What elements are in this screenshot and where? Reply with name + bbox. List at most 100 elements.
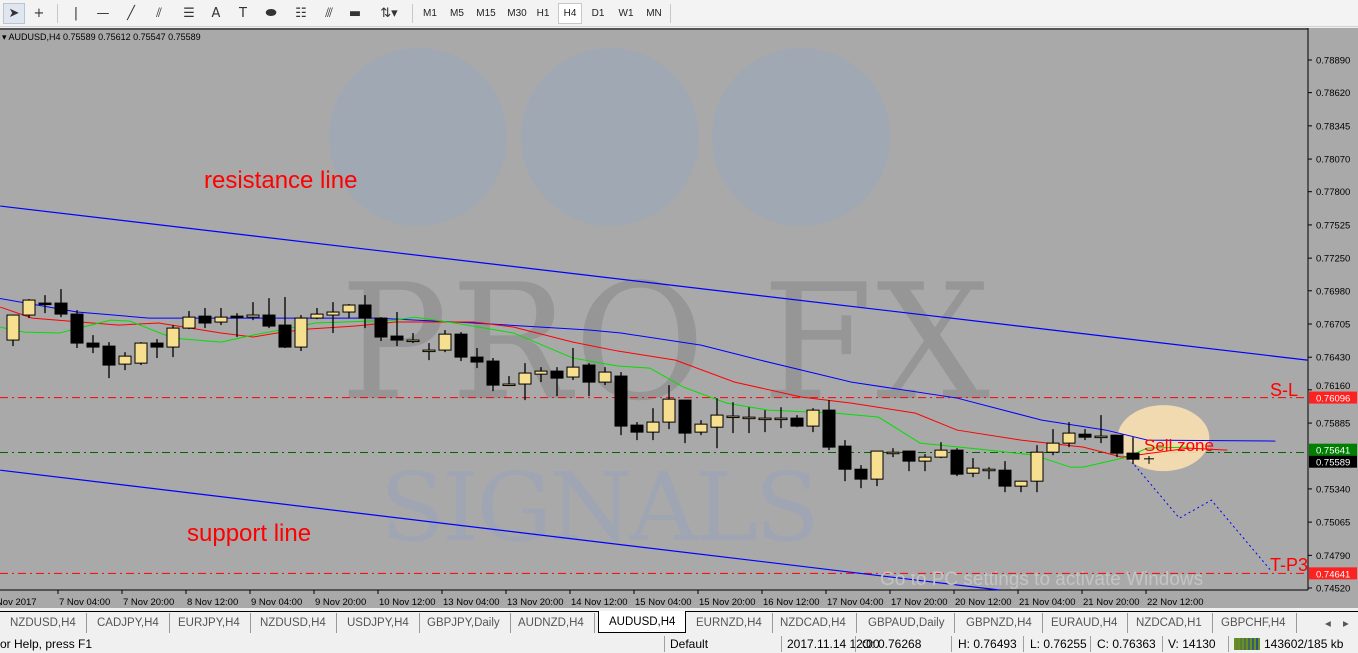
chart-tab-gbpaud-daily[interactable]: GBPAUD,Daily (858, 613, 956, 633)
chart-tab-euraud-h4[interactable]: EURAUD,H4 (1041, 613, 1129, 633)
fibonacci-retracement-icon: ☰ (183, 6, 195, 21)
candle-body (246, 314, 260, 318)
symbol-dropdown-icon[interactable]: ▾ (2, 32, 9, 42)
candle (1094, 415, 1108, 444)
chart-tab-gbpnzd-h4[interactable]: GBPNZD,H4 (956, 613, 1043, 633)
price-label-text: 0.75589 (1316, 458, 1350, 469)
chart-window[interactable]: PRO FX SIGNALS resistance line support line… (0, 28, 1358, 608)
candle (1078, 429, 1092, 441)
price-tick-label: 0.78345 (1316, 121, 1350, 132)
chart-tab-usdjpy-h4[interactable]: USDJPY,H4 (337, 613, 420, 633)
equidistant-channel-icon: ⫽ (156, 6, 162, 21)
parallel-lines-tool[interactable]: ⫻ (318, 3, 340, 24)
candle (198, 308, 212, 329)
ellipse-tool[interactable]: ⬬ (260, 3, 282, 24)
time-tick-label: 17 Nov 04:00 (827, 597, 884, 608)
candle-body (614, 375, 628, 427)
candle-body (118, 355, 132, 365)
time-tick-label: 16 Nov 12:00 (763, 597, 820, 608)
price-label: 0.75589 (1309, 455, 1357, 469)
rectangle-tool[interactable]: ▬ (344, 3, 366, 24)
candle (342, 304, 356, 319)
time-tick-label: 10 Nov 12:00 (379, 597, 436, 608)
trendline-tool[interactable]: ╱ (120, 3, 142, 24)
candle (630, 422, 644, 441)
arrows-dropdown-tool[interactable]: ⇅▾ (374, 3, 404, 24)
candle-body (86, 342, 100, 348)
status-help: or Help, press F1 (0, 637, 93, 651)
time-tick-label: 6 Nov 2017 (0, 597, 37, 608)
timeframe-d1-button[interactable]: D1 (591, 8, 605, 19)
scroll-left-icon[interactable]: ◂ (1325, 618, 1331, 630)
chart-tab-audnzd-h4[interactable]: AUDNZD,H4 (508, 613, 595, 633)
chart-tab-nzdusd-h4[interactable]: NZDUSD,H4 (250, 613, 337, 633)
timeframe-mn-button[interactable]: MN (646, 8, 662, 19)
price-tick-label: 0.74790 (1316, 551, 1350, 562)
candle-body (598, 371, 612, 383)
timeframe-h4-button[interactable]: H4 (558, 3, 582, 24)
timeframe-h1-button[interactable]: H1 (536, 8, 550, 19)
scroll-right-icon[interactable]: ▸ (1343, 618, 1349, 630)
candle-body (150, 342, 164, 348)
equidistant-channel-tool[interactable]: ⫽ (148, 3, 170, 24)
timeframe-m30-button[interactable]: M30 (507, 8, 527, 19)
chart-tab-gbpchf-h4[interactable]: GBPCHF,H4 (1211, 613, 1297, 633)
candle-body (630, 424, 644, 433)
chart-tab-nzdcad-h4[interactable]: NZDCAD,H4 (770, 613, 857, 633)
candle (102, 342, 116, 379)
horizontal-line-tool[interactable]: — (92, 3, 114, 24)
price-tick-label: 0.77250 (1316, 254, 1350, 265)
toolbar-divider (412, 4, 413, 23)
crosshair-tool[interactable]: + (28, 3, 50, 24)
candle-body (1110, 434, 1124, 454)
chart-tabs: NZDUSD,H4 CADJPY,H4 EURJPY,H4 NZDUSD,H4 USDJ… (0, 611, 1358, 633)
candle (262, 298, 276, 329)
candle (38, 295, 52, 314)
cursor-tool[interactable]: ➤ (3, 3, 25, 24)
time-tick-label: 13 Nov 20:00 (507, 597, 564, 608)
timeframe-w1-button[interactable]: W1 (618, 8, 634, 19)
text-tool[interactable]: A (205, 3, 227, 24)
chart-tab-nzdcad-h1[interactable]: NZDCAD,H1 (1126, 613, 1213, 633)
chart-tab-gbpjpy-daily[interactable]: GBPJPY,Daily (417, 613, 511, 633)
candle-body (518, 372, 532, 385)
candle (502, 376, 516, 387)
price-label-bg (1309, 391, 1357, 404)
candles (6, 289, 1154, 493)
chart-tab-nzdusd-h4[interactable]: NZDUSD,H4 (0, 613, 87, 633)
time-tick-label: 21 Nov 20:00 (1083, 597, 1140, 608)
chart-tab-eurjpy-h4[interactable]: EURJPY,H4 (168, 613, 251, 633)
price-label: 0.74641 (1309, 567, 1357, 580)
fibonacci-fan-tool[interactable]: ☷ (290, 3, 312, 24)
candle (838, 440, 852, 482)
status-volume: V: 14130 (1168, 637, 1216, 651)
timeframe-m5-button[interactable]: M5 (450, 8, 464, 19)
candle-body (934, 449, 948, 458)
time-tick-label: 15 Nov 20:00 (699, 597, 756, 608)
candle (422, 343, 436, 361)
fibonacci-retracement-tool[interactable]: ☰ (178, 3, 200, 24)
candle (438, 330, 452, 353)
candle (310, 308, 324, 320)
toolbar: ➤ + | — ╱ ⫽ ☰ A T ⬬ ☷ ⫻ ▬ ⇅▾ M1 M5 M15 M30 H1 H4 D1 W1 MN (0, 0, 1358, 27)
time-tick-label: 8 Nov 12:00 (187, 597, 238, 608)
candle-body (374, 317, 388, 338)
timeframe-m15-button[interactable]: M15 (476, 8, 496, 19)
price-tick-label: 0.76980 (1316, 286, 1350, 297)
vertical-line-icon: | (73, 6, 79, 21)
chart-tab-cadjpy-h4[interactable]: CADJPY,H4 (87, 613, 170, 633)
candle-body (662, 398, 676, 423)
chart-tab-audusd-h4[interactable]: AUDUSD,H4 (598, 611, 687, 633)
chart-tab-eurnzd-h4[interactable]: EURNZD,H4 (686, 613, 773, 633)
candle-body (918, 456, 932, 462)
moving-average-red (0, 306, 1228, 458)
divider (781, 636, 782, 652)
cursor-icon: ➤ (8, 6, 20, 21)
candle-body (982, 468, 996, 472)
timeframe-m1-button[interactable]: M1 (423, 8, 437, 19)
vertical-line-tool[interactable]: | (65, 3, 87, 24)
resistance-trendline[interactable] (0, 205, 1308, 361)
text-label-tool[interactable]: T (232, 3, 254, 24)
support-trendline[interactable] (0, 469, 1001, 591)
